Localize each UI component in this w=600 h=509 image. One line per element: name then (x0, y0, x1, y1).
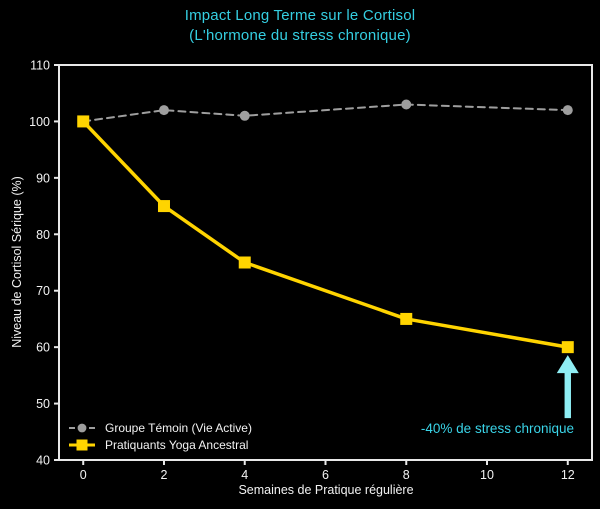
chart-subtitle: (L'hormone du stress chronique) (189, 27, 411, 44)
data-point-marker (239, 110, 250, 121)
data-point-marker (401, 99, 412, 110)
solid-line-square-marker-icon (69, 439, 95, 450)
series-line-1 (81, 119, 570, 349)
y-tick-label: 40 (36, 454, 50, 468)
data-point-marker (157, 200, 170, 213)
data-point-marker (562, 105, 573, 116)
y-tick-label: 110 (30, 59, 50, 73)
x-tick-label: 4 (241, 468, 248, 482)
data-point-marker (561, 341, 574, 354)
x-tick-label: 0 (80, 468, 87, 482)
y-tick-label: 50 (36, 397, 50, 411)
y-tick-label: 100 (29, 115, 50, 129)
series-line-0 (82, 103, 569, 123)
y-tick-label: 90 (36, 171, 50, 185)
dashed-line-circle-marker-icon (69, 423, 95, 432)
legend-label-yoga: Pratiquants Yoga Ancestral (105, 437, 249, 452)
data-point-marker (238, 256, 251, 269)
y-tick-label: 80 (36, 228, 50, 242)
legend-item-control-group: Groupe Témoin (Vie Active) (68, 420, 252, 435)
y-axis-label: Niveau de Cortisol Sérique (%) (10, 176, 24, 348)
legend-label-control: Groupe Témoin (Vie Active) (105, 420, 252, 435)
data-point-marker (400, 312, 413, 325)
legend-item-yoga-group: Pratiquants Yoga Ancestral (68, 437, 252, 452)
annotation-text: -40% de stress chronique (420, 421, 574, 436)
x-tick-label: 10 (480, 468, 494, 482)
data-point-marker (158, 105, 169, 116)
x-tick-label: 6 (322, 468, 329, 482)
y-tick-label: 60 (36, 341, 50, 355)
chart-title: Impact Long Terme sur le Cortisol (184, 7, 416, 24)
x-tick-label: 12 (561, 468, 575, 482)
data-point-marker (77, 115, 90, 128)
legend: Groupe Témoin (Vie Active) Pratiquants Y… (68, 420, 252, 452)
x-tick-label: 2 (161, 468, 168, 482)
x-axis-label: Semaines de Pratique régulière (238, 483, 414, 497)
x-tick-label: 8 (403, 468, 410, 482)
y-tick-label: 70 (36, 284, 50, 298)
annotation-arrow-icon (556, 355, 579, 419)
axes-spines (58, 64, 593, 461)
